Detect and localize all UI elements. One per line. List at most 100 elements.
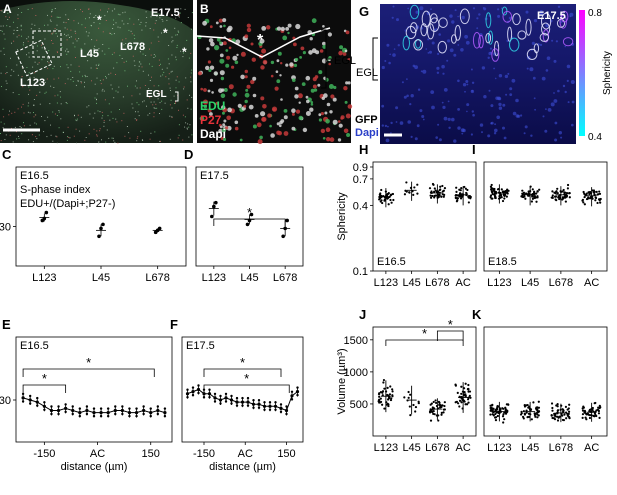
cell-dot xyxy=(153,101,155,103)
data-point xyxy=(387,192,390,195)
data-point xyxy=(593,190,596,193)
cell-dot xyxy=(464,34,468,39)
data-point xyxy=(582,201,585,204)
cell-dot xyxy=(295,23,301,30)
x-tick-label: L678 xyxy=(425,277,449,289)
data-point xyxy=(469,396,472,399)
cell-dot xyxy=(315,50,320,55)
data-point xyxy=(431,194,434,198)
cell-dot xyxy=(5,80,7,82)
cell-dot xyxy=(67,34,69,36)
data-point xyxy=(532,192,536,195)
data-point xyxy=(389,198,392,202)
cell-dot xyxy=(38,62,40,64)
cell-dot xyxy=(154,107,156,109)
significance-bracket xyxy=(385,339,464,346)
cell-dot xyxy=(47,14,48,16)
cell-dot xyxy=(80,81,82,83)
cell-dot xyxy=(129,18,131,20)
data-point xyxy=(524,197,527,200)
cell-dot xyxy=(65,14,67,16)
cell-dot xyxy=(143,100,145,102)
cell-dot xyxy=(28,93,29,95)
cell-dot xyxy=(4,139,6,140)
cell-dot xyxy=(345,30,350,35)
data-point xyxy=(99,411,103,415)
data-point xyxy=(454,384,457,387)
cell-dot xyxy=(234,126,239,131)
panel-letter: A xyxy=(3,2,12,16)
data-point xyxy=(492,407,495,410)
cell-dot xyxy=(446,59,449,62)
cell-dot xyxy=(246,23,251,28)
cell-dot xyxy=(105,76,106,77)
cell-dot xyxy=(343,128,349,134)
cell-dot xyxy=(39,103,41,105)
cell-dot xyxy=(338,123,343,128)
cell-dot xyxy=(209,65,215,70)
data-point xyxy=(391,390,394,393)
cell-dot xyxy=(27,105,29,107)
data-point xyxy=(521,189,524,192)
cell-dot xyxy=(12,92,14,94)
cell-dot xyxy=(312,84,317,89)
cell-dot xyxy=(123,44,125,46)
data-point xyxy=(391,395,394,398)
data-point xyxy=(257,399,261,402)
gfp-cell xyxy=(509,37,520,52)
x-tick-label: L123 xyxy=(374,277,398,289)
cell-dot xyxy=(28,86,30,88)
cell-dot xyxy=(457,79,460,83)
cell-dot xyxy=(121,58,123,59)
data-point xyxy=(383,387,386,390)
y-tick-label: 0.7 xyxy=(353,174,368,186)
cell-dot xyxy=(38,28,40,30)
cell-dot xyxy=(75,84,77,86)
cell-dot xyxy=(494,77,497,80)
x-tick-label: L45 xyxy=(521,277,539,289)
data-point xyxy=(202,392,206,396)
cell-dot xyxy=(34,24,36,26)
data-point xyxy=(499,193,503,196)
data-point xyxy=(383,407,386,410)
data-point xyxy=(524,192,528,195)
cell-dot xyxy=(5,73,7,75)
cell-dot xyxy=(236,53,239,57)
data-point xyxy=(525,409,528,412)
cell-dot xyxy=(509,87,513,91)
data-point xyxy=(230,394,233,398)
cell-dot xyxy=(333,85,337,90)
x-tick-label: L678 xyxy=(273,272,297,284)
data-point xyxy=(551,190,554,193)
cell-dot xyxy=(53,78,55,80)
cell-dot xyxy=(141,29,143,31)
data-point xyxy=(467,195,470,198)
data-point xyxy=(433,187,436,190)
cell-dot xyxy=(295,109,301,114)
cell-dot xyxy=(532,76,536,80)
cell-dot xyxy=(389,53,392,56)
cell-dot xyxy=(124,11,126,13)
lobule-label: L123 xyxy=(20,77,45,89)
data-point xyxy=(416,192,419,195)
cell-dot xyxy=(57,35,58,37)
data-point xyxy=(537,400,540,403)
gfp-cell xyxy=(517,30,527,40)
cell-dot xyxy=(149,138,151,140)
data-point xyxy=(252,399,255,402)
cell-dot xyxy=(332,119,338,125)
cell-dot xyxy=(32,66,34,68)
colorbar-max: 0.8 xyxy=(588,8,602,19)
cell-dot xyxy=(75,38,77,40)
data-point xyxy=(295,390,300,394)
cell-dot xyxy=(69,37,70,38)
cell-dot xyxy=(56,51,58,53)
panel-letter: F xyxy=(170,317,178,332)
cell-dot xyxy=(37,63,39,65)
y-axis-label: Sphericity xyxy=(336,192,348,241)
cell-dot xyxy=(203,88,207,92)
cell-dot xyxy=(219,41,222,45)
data-point xyxy=(85,408,89,413)
cell-dot xyxy=(29,89,31,91)
